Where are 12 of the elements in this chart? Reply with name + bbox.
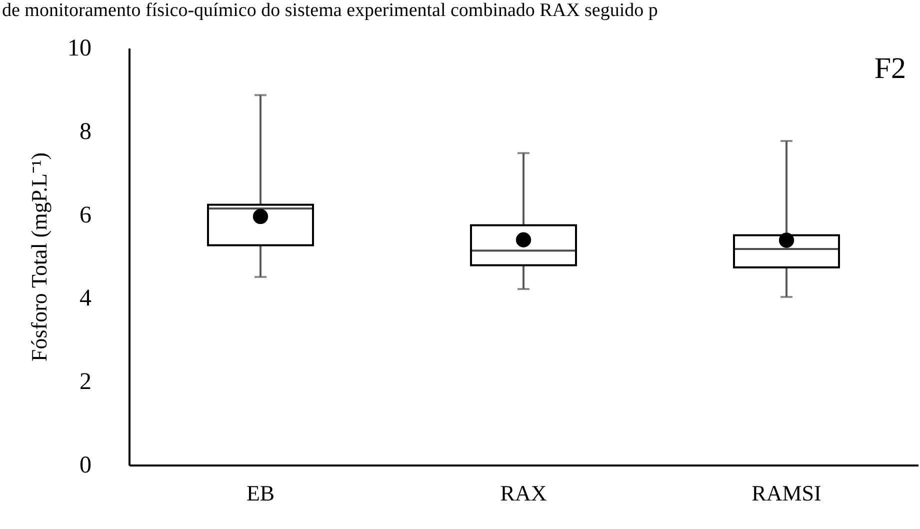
x-tick-label: RAX	[500, 480, 547, 506]
y-tick-label: 2	[80, 369, 92, 396]
y-tick-label: 0	[80, 452, 92, 478]
text: de monitoramento físico-químico do sistema experimental combinado RAX seguido p	[2, 0, 658, 22]
x-tick-label: RAMSI	[752, 480, 822, 506]
annotation: F2	[874, 52, 906, 85]
y-tick-label: 8	[80, 118, 92, 145]
x-tick-label: EB	[246, 480, 275, 506]
y-tick-label: 4	[80, 286, 92, 312]
y-axis-title: Fósforo Total (mgP.L⁻¹)	[26, 152, 52, 362]
y-tick-label: 6	[80, 202, 92, 228]
y-tick-label: 10	[68, 36, 92, 62]
